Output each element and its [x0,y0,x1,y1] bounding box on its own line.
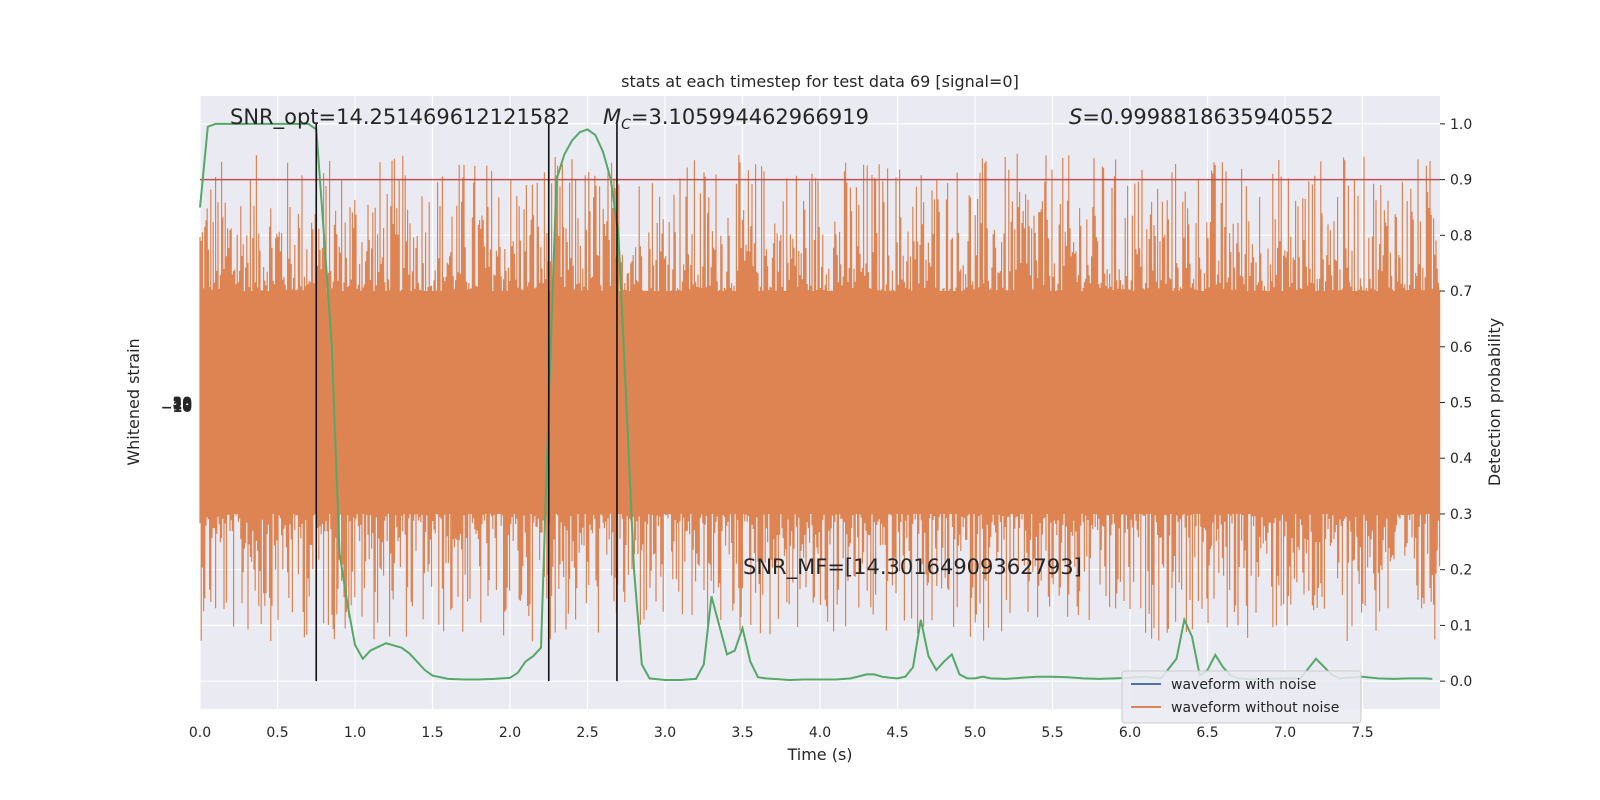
left-tick-label: 20 [173,396,193,412]
right-tick-label: 0.8 [1450,228,1472,244]
left-tick-label: 10 [173,398,193,414]
chirp-mass-value: =3.105994462966919 [631,105,869,129]
x-tick-label: 3.0 [654,725,676,741]
legend-label-without-noise: waveform without noise [1171,700,1339,716]
noise-spikes [199,153,1441,642]
s-symbol: S [1069,105,1082,129]
left-tick-label: 30 [173,395,193,411]
left-tick-label: 0 [182,399,192,415]
chirp-mass-symbol: M [603,105,621,129]
right-tick-label: 0.4 [1450,451,1472,467]
right-axis-label: Detection probability [1485,318,1504,486]
annotation-chirp-mass: MC=3.105994462966919 [603,105,869,133]
x-tick-label: 1.5 [421,725,443,741]
left-axis-label: Whitened strain [124,338,143,465]
right-axis-ticks: 0.0 0.1 0.2 0.3 0.4 0.5 0.6 0.7 0.8 0.9 1.0 [1440,117,1472,690]
x-tick-label: 1.0 [344,725,366,741]
annotation-snr-mf: SNR_MF=[14.30164909362793] [743,555,1082,580]
right-tick-label: 0.0 [1450,674,1472,690]
x-tick-label: 4.5 [886,725,908,741]
series-waveform-without-noise [199,153,1441,642]
right-tick-label: 0.7 [1450,284,1472,300]
x-tick-label: 6.5 [1196,725,1218,741]
right-tick-label: 0.2 [1450,563,1472,579]
x-tick-label: 7.5 [1351,725,1373,741]
right-tick-label: 0.5 [1450,396,1472,412]
chart-title: stats at each timestep for test data 69 … [621,72,1019,91]
x-tick-label: 6.0 [1119,725,1141,741]
left-tick-label: −10 [161,400,192,416]
right-tick-label: 0.9 [1450,173,1472,189]
x-tick-label: 4.0 [809,725,831,741]
x-tick-label: 0.5 [266,725,288,741]
chirp-mass-subscript: C [621,117,631,133]
x-tick-label: 0.0 [189,725,211,741]
legend-label-with-noise: waveform with noise [1171,677,1316,693]
s-value: =0.9998818635940552 [1082,105,1333,129]
x-axis-ticks: 0.0 0.5 1.0 1.5 2.0 2.5 3.0 3.5 4.0 4.5 5.0 5.5 6.0 6… [189,725,1374,741]
x-tick-label: 3.5 [731,725,753,741]
x-tick-label: 2.0 [499,725,521,741]
right-tick-label: 0.6 [1450,340,1472,356]
right-tick-label: 0.3 [1450,507,1472,523]
x-tick-label: 5.5 [1041,725,1063,741]
legend: waveform with noise waveform without noi… [1121,670,1362,724]
legend-box [1121,670,1362,724]
right-tick-label: 1.0 [1450,117,1472,133]
x-tick-label: 5.0 [964,725,986,741]
annotation-snr-opt: SNR_opt=14.251469612121582 [230,105,570,130]
x-tick-label: 7.0 [1274,725,1296,741]
vertical-markers [315,123,618,682]
x-tick-label: 2.5 [576,725,598,741]
x-axis-label: Time (s) [786,745,852,764]
annotation-s-value: S=0.9998818635940552 [1069,105,1334,129]
right-tick-label: 0.1 [1450,618,1472,634]
